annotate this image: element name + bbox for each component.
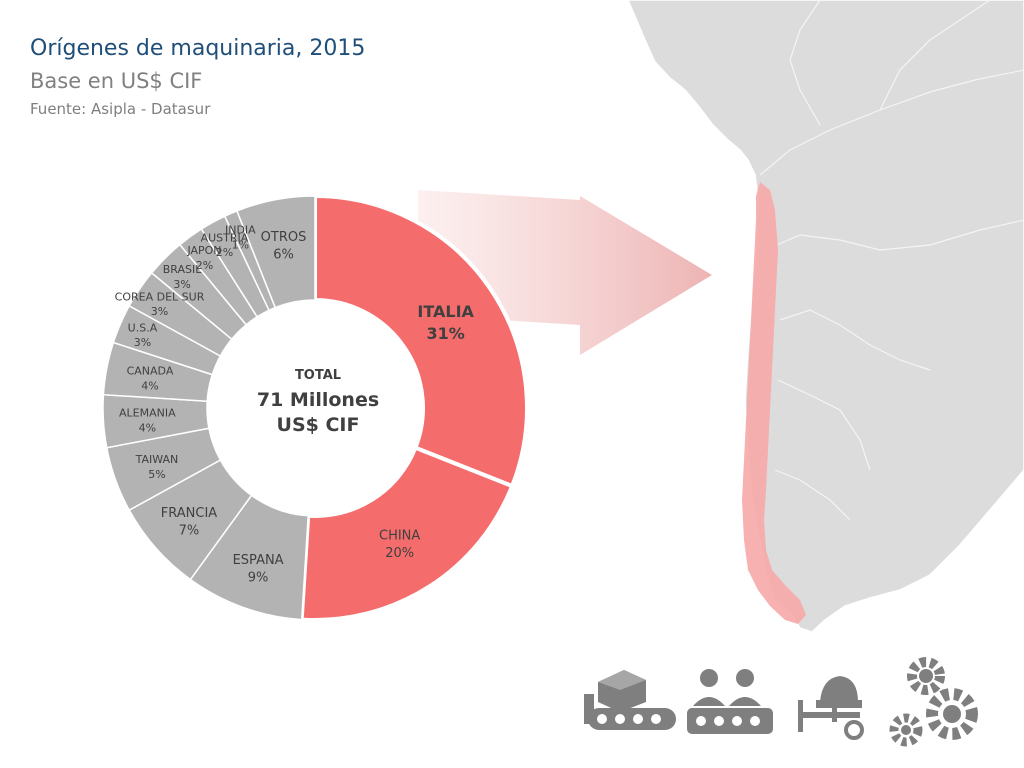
country-borders	[759, 0, 1024, 521]
label-austria: AUSTRIA 2%	[201, 231, 249, 259]
label-japon: JAPON 2%	[186, 244, 221, 272]
page-title: Orígenes de maquinaria, 2015	[30, 36, 366, 61]
label-francia: FRANCIA 7%	[161, 506, 218, 539]
center-amount: 71 Millones	[257, 389, 379, 411]
icon-row	[584, 657, 978, 747]
label-alemania: ALEMANIA 4%	[119, 407, 176, 435]
label-otros: OTROS 6%	[261, 230, 307, 263]
source-note: Fuente: Asipla - Datasur	[30, 100, 211, 118]
slice-italia	[313, 193, 529, 489]
label-espana: ESPANA 9%	[233, 553, 284, 586]
conveyor-box-icon	[584, 670, 676, 730]
label-u-s-a: U.S.A 3%	[128, 321, 158, 349]
cement-mixer-icon	[798, 676, 864, 740]
label-taiwan: TAIWAN 5%	[135, 453, 179, 481]
workers-icon	[687, 669, 773, 734]
label-china: CHINA 20%	[379, 528, 420, 561]
donut-labels: ITALIA 31% CHINA 20% ESPANA 9% FRANCIA 7% TAIWAN…	[115, 223, 475, 585]
center-total-label: TOTAL	[295, 368, 341, 383]
label-brasil: BRASIL 3%	[163, 263, 202, 291]
label-corea-del-sur: COREA DEL SUR 3%	[115, 290, 205, 318]
slice-otros	[235, 195, 316, 309]
label-canada: CANADA 4%	[127, 365, 174, 393]
gears-icon	[889, 657, 978, 747]
label-italia: ITALIA 31%	[417, 302, 474, 343]
slice-china	[299, 445, 515, 622]
donut-slices	[102, 193, 529, 622]
label-india: INDIA 1%	[225, 223, 256, 251]
center-currency: US$ CIF	[277, 414, 360, 436]
chile-highlight	[742, 182, 806, 624]
page-subtitle: Base en US$ CIF	[30, 69, 203, 93]
